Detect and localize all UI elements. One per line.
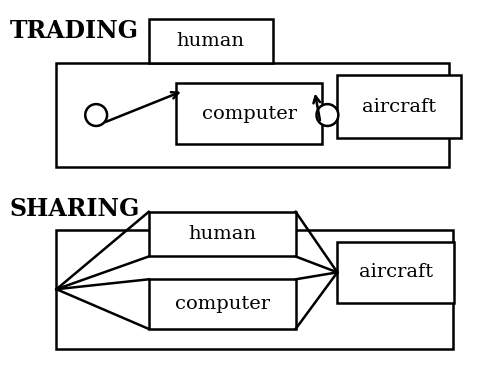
Text: computer: computer (174, 295, 270, 313)
Bar (149, 212, 296, 256)
Text: human: human (188, 225, 256, 243)
Text: computer: computer (202, 105, 296, 122)
Circle shape (316, 104, 338, 126)
Bar (149, 19, 273, 63)
Bar (56, 63, 448, 167)
Text: TRADING: TRADING (10, 19, 139, 43)
Text: aircraft: aircraft (359, 263, 433, 281)
Text: human: human (177, 32, 245, 50)
Bar (176, 83, 322, 144)
Bar (338, 241, 454, 303)
Text: aircraft: aircraft (362, 97, 436, 116)
Circle shape (85, 104, 107, 126)
Text: SHARING: SHARING (10, 197, 140, 221)
Bar (338, 75, 462, 138)
Bar (56, 230, 454, 349)
Bar (149, 279, 296, 329)
